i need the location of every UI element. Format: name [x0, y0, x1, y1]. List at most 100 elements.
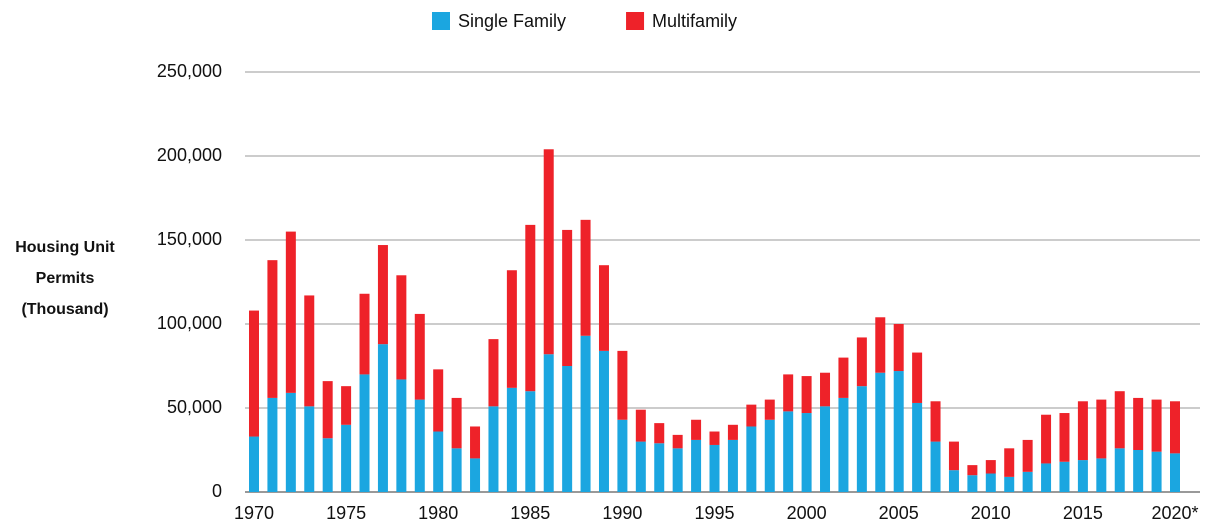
- legend-swatch: [432, 12, 450, 30]
- bar-segment: [470, 426, 481, 459]
- bar-segment: [377, 245, 388, 345]
- bar-segment: [1004, 448, 1015, 477]
- bar-segment: [820, 372, 831, 407]
- bar-segment: [764, 419, 775, 492]
- bar-segment: [249, 310, 259, 437]
- bar-segment: [1114, 391, 1125, 449]
- bar-segment: [1041, 414, 1052, 464]
- bar-segment: [967, 465, 978, 476]
- bar-segment: [654, 423, 665, 444]
- bar-segment: [617, 350, 628, 420]
- bar-segment: [414, 313, 425, 400]
- bar-segment: [543, 149, 554, 355]
- x-tick-label: 2000: [787, 503, 827, 523]
- bar-segment: [875, 317, 886, 373]
- bar-segment: [433, 431, 444, 492]
- bar-segment: [580, 219, 591, 336]
- bar-segment: [1041, 463, 1052, 492]
- bar-segment: [322, 381, 333, 439]
- bar-segment: [709, 431, 720, 445]
- bar-segment: [414, 399, 425, 492]
- bar-segment: [1133, 450, 1144, 492]
- bar-segment: [1170, 453, 1180, 492]
- bar-segment: [451, 397, 462, 449]
- bar-segment: [396, 275, 407, 380]
- bar-segment: [285, 392, 296, 492]
- y-tick-label: 50,000: [167, 397, 222, 417]
- bar-segment: [1059, 461, 1070, 492]
- legend-label: Single Family: [458, 11, 566, 31]
- bar-segment: [1077, 460, 1088, 492]
- bar-segment: [893, 324, 904, 372]
- x-tick-label: 2010: [971, 503, 1011, 523]
- bar-segment: [635, 441, 646, 492]
- bar-segment: [635, 409, 646, 442]
- bar-segment: [727, 439, 738, 492]
- legend-swatch: [626, 12, 645, 30]
- x-tick-label: 2020*: [1151, 503, 1198, 523]
- bar-segment: [838, 397, 849, 492]
- y-tick-label: 0: [212, 481, 222, 501]
- bar-segment: [304, 295, 315, 407]
- bar-segment: [948, 441, 959, 471]
- bar-segment: [488, 339, 499, 407]
- bar-segment: [396, 379, 407, 492]
- bar-segment: [801, 376, 812, 414]
- bar-segment: [1004, 476, 1015, 492]
- bar-segment: [359, 374, 370, 492]
- bar-segment: [433, 369, 444, 432]
- bar-segment: [562, 229, 573, 366]
- bar-segment: [525, 391, 536, 492]
- bar-segment: [1022, 439, 1033, 472]
- bar-segment: [985, 473, 996, 492]
- legend-label: Multifamily: [652, 11, 737, 31]
- bar-segment: [746, 404, 757, 427]
- bar-segment: [764, 399, 775, 420]
- bar-segment: [672, 434, 683, 449]
- bar-segment: [1170, 401, 1180, 454]
- bar-segment: [691, 439, 702, 492]
- x-tick-label: 2015: [1063, 503, 1103, 523]
- bar-segment: [267, 397, 278, 492]
- bar-segment: [1022, 471, 1033, 492]
- bar-segment: [856, 337, 867, 387]
- bar-segment: [930, 401, 941, 442]
- bar-segment: [1059, 413, 1070, 462]
- x-tick-label: 1980: [418, 503, 458, 523]
- bar-segment: [912, 402, 923, 492]
- bar-segment: [506, 270, 517, 388]
- bar-segment: [746, 426, 757, 492]
- bar-segment: [1096, 458, 1107, 492]
- bar-segment: [249, 436, 259, 492]
- bar-segment: [562, 366, 573, 492]
- bar-segment: [654, 443, 665, 492]
- bar-segment: [525, 224, 536, 392]
- x-tick-label: 1995: [694, 503, 734, 523]
- bar-segment: [709, 444, 720, 492]
- x-tick-label: 1985: [510, 503, 550, 523]
- bar-segment: [377, 344, 388, 492]
- bar-segment: [359, 293, 370, 375]
- bar-segment: [341, 424, 352, 492]
- bar-segment: [322, 438, 333, 492]
- bar-segment: [580, 335, 591, 492]
- bar-segment: [1151, 399, 1162, 452]
- bar-segment: [801, 413, 812, 492]
- bar-segment: [820, 406, 831, 492]
- y-tick-label: 250,000: [157, 61, 222, 81]
- bar-segment: [285, 231, 296, 393]
- bar-segment: [341, 386, 352, 425]
- bar-segment: [1114, 448, 1125, 492]
- bar-segment: [727, 424, 738, 440]
- bar-segment: [967, 475, 978, 492]
- bar-segment: [783, 411, 794, 492]
- y-tick-label: 150,000: [157, 229, 222, 249]
- bar-segment: [470, 458, 481, 492]
- bar-segment: [783, 374, 794, 412]
- y-axis-label: Housing Unit Permits (Thousand): [15, 239, 115, 318]
- bar-segment: [856, 386, 867, 492]
- x-tick-label: 2005: [879, 503, 919, 523]
- bar-segment: [617, 419, 628, 492]
